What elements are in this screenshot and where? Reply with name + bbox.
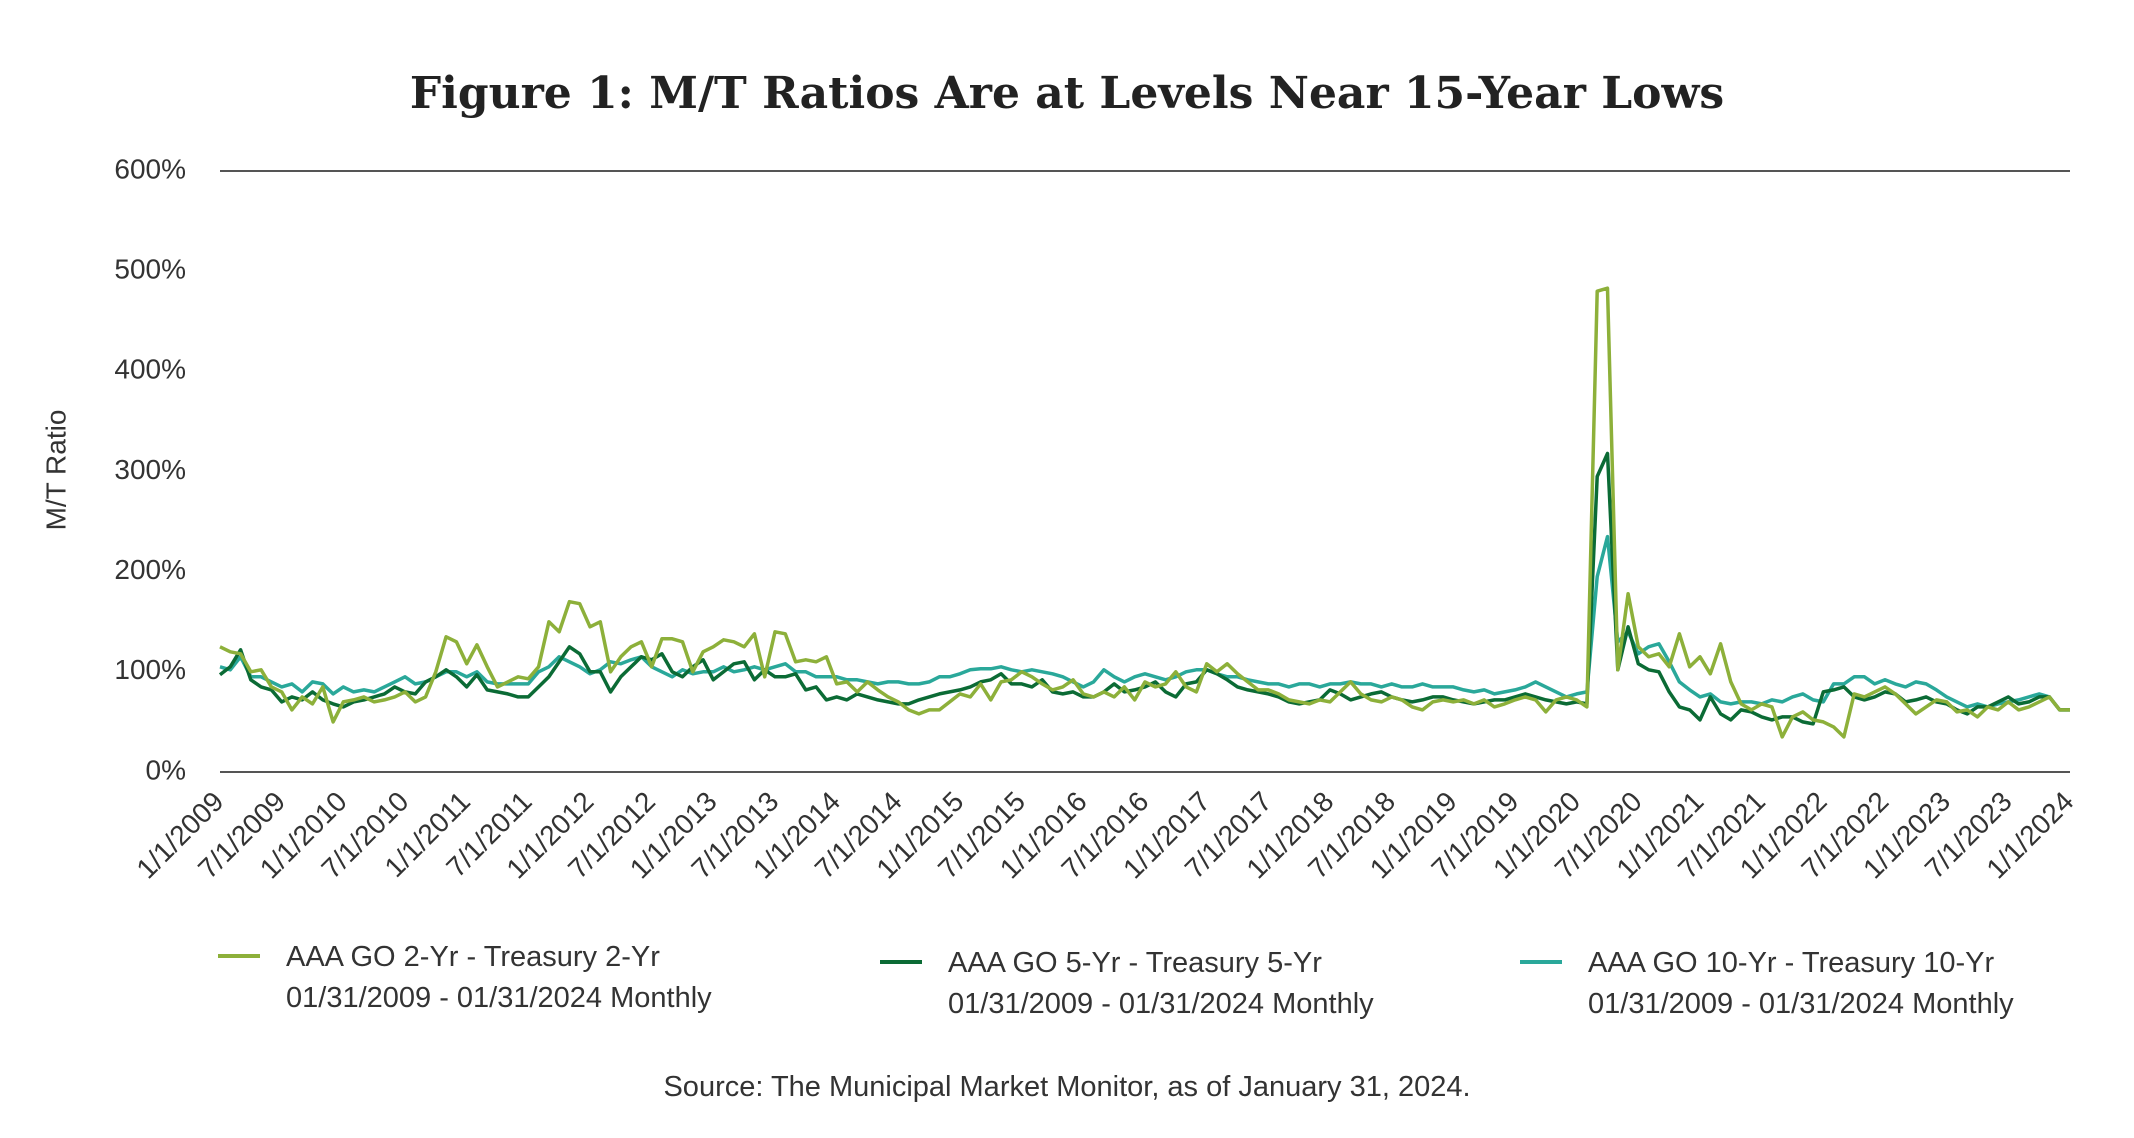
- legend-period: 01/31/2009 - 01/31/2024 Monthly: [948, 988, 1374, 1020]
- y-tick-label: 0%: [146, 754, 186, 785]
- y-tick-label: 200%: [114, 554, 186, 585]
- chart-title: Figure 1: M/T Ratios Are at Levels Near …: [410, 68, 1724, 119]
- source-note: Source: The Municipal Market Monitor, as…: [663, 1071, 1470, 1103]
- y-axis-label: M/T Ratio: [40, 410, 71, 531]
- y-tick-label: 500%: [114, 254, 186, 285]
- y-tick-label: 100%: [114, 654, 186, 685]
- y-tick-label: 400%: [114, 354, 186, 385]
- series-line: [218, 451, 2070, 726]
- y-tick-label: 600%: [114, 153, 186, 184]
- y-tick-label: 300%: [114, 454, 186, 485]
- legend-period: 01/31/2009 - 01/31/2024 Monthly: [1588, 988, 2014, 1020]
- series-line: [219, 286, 2070, 739]
- legend-period: 01/31/2009 - 01/31/2024 Monthly: [286, 982, 712, 1014]
- legend-label: AAA GO 10-Yr - Treasury 10-Yr: [1588, 947, 1994, 979]
- legend-label: AAA GO 2-Yr - Treasury 2-Yr: [286, 941, 660, 973]
- legend-label: AAA GO 5-Yr - Treasury 5-Yr: [948, 947, 1322, 979]
